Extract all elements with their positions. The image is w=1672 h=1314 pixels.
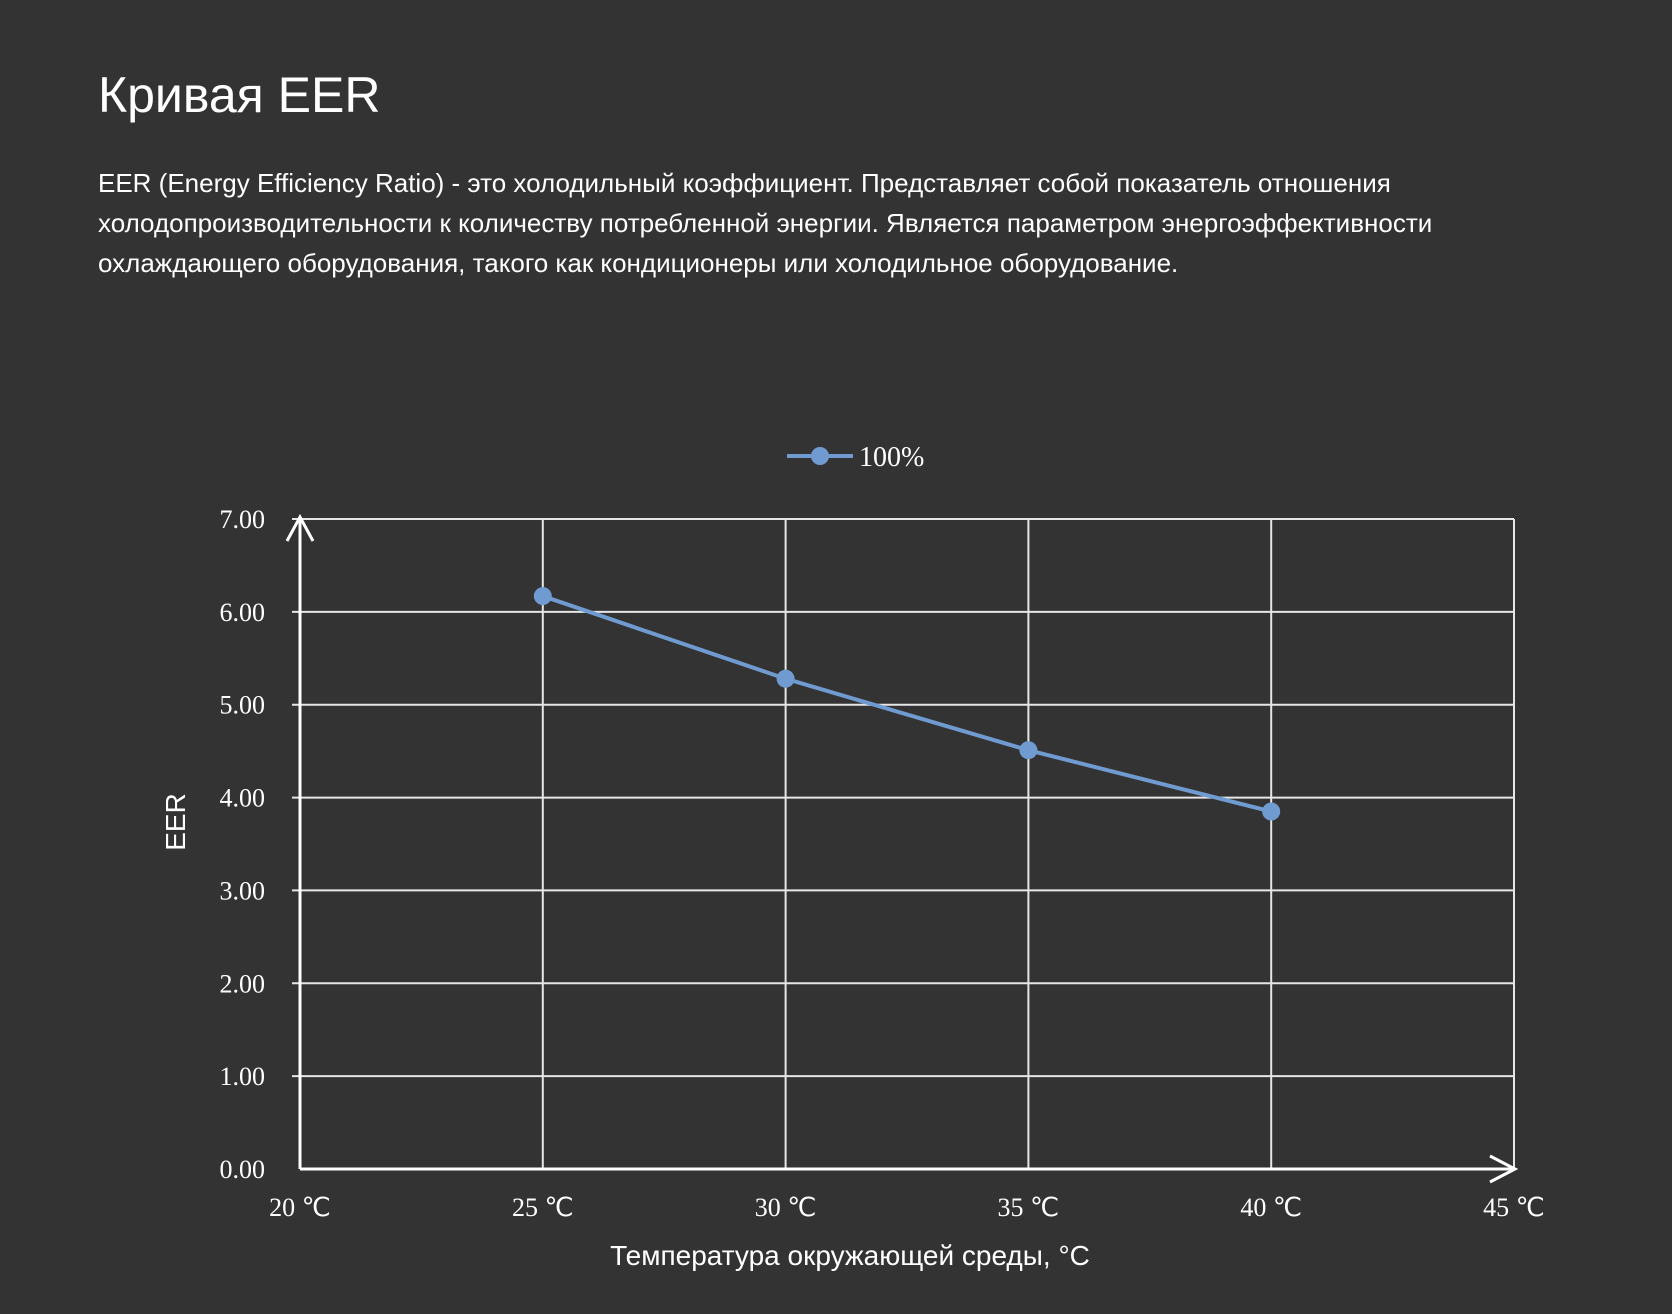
- y-axis-arrow: [285, 513, 315, 542]
- legend-label: 100%: [859, 442, 924, 473]
- y-tick-label: 0.00: [220, 1155, 266, 1184]
- y-tick-label: 6.00: [220, 598, 266, 627]
- data-point: [1262, 802, 1281, 821]
- page-title: Кривая EER: [98, 67, 381, 123]
- series-line: [542, 594, 1272, 814]
- x-tick-label: 40 ℃: [1240, 1193, 1302, 1222]
- y-tick-label: 7.00: [220, 505, 266, 534]
- x-tick-label: 20 ℃: [269, 1193, 331, 1222]
- x-tick-label: 45 ℃: [1483, 1193, 1545, 1222]
- legend-marker: [811, 447, 829, 465]
- data-point: [533, 587, 552, 606]
- y-tick-label: 5.00: [220, 691, 266, 720]
- y-tick-label: 3.00: [220, 876, 266, 905]
- chart-legend: 100%: [787, 442, 924, 473]
- y-axis-title: EER: [160, 793, 191, 851]
- x-axis-title: Температура окружающей среды, °C: [610, 1240, 1090, 1271]
- y-tick-label: 2.00: [220, 969, 266, 998]
- chart-axes: [285, 513, 1519, 1184]
- x-tick-label: 35 ℃: [998, 1193, 1060, 1222]
- x-axis-arrow: [1489, 1154, 1519, 1184]
- chart-grid: [292, 518, 1515, 1169]
- x-tick-label: 30 ℃: [755, 1193, 817, 1222]
- data-point: [776, 669, 795, 688]
- y-tick-label: 4.00: [220, 784, 266, 813]
- chart-series: [533, 587, 1281, 821]
- x-tick-label: 25 ℃: [512, 1193, 574, 1222]
- chart-tick-labels: 0.00 1.00 2.00 3.00 4.00 5.00 6.00 7.00 20 ℃ 25 ℃…: [220, 505, 1545, 1222]
- page-description: EER (Energy Efficiency Ratio) - это холо…: [98, 168, 1433, 278]
- y-tick-label: 1.00: [220, 1062, 266, 1091]
- data-point: [1019, 741, 1038, 760]
